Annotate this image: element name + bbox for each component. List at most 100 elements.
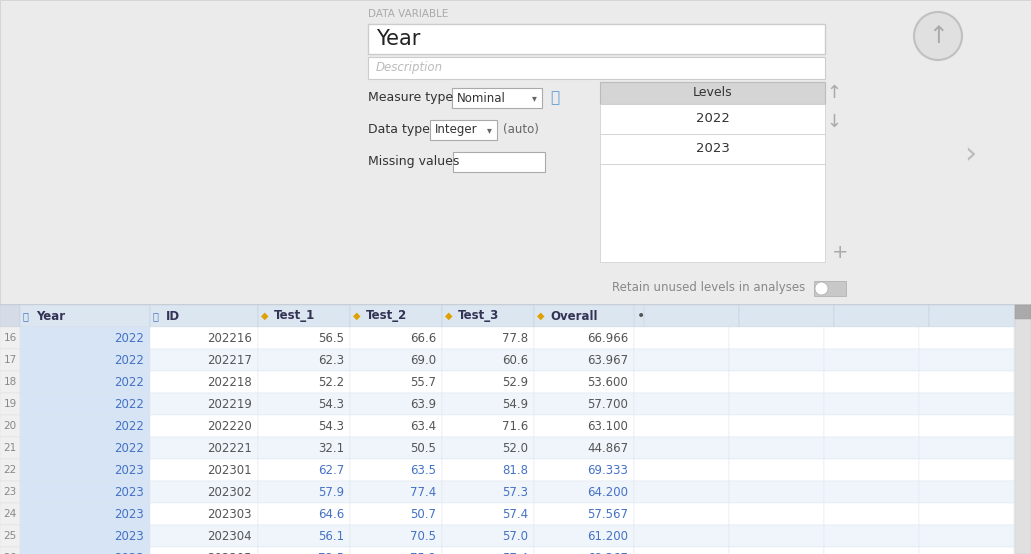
Text: 60.6: 60.6	[502, 353, 528, 367]
Text: 2022: 2022	[114, 398, 144, 411]
Text: 63.4: 63.4	[410, 419, 436, 433]
Text: 2022: 2022	[114, 353, 144, 367]
Bar	[0, 349, 20, 371]
Text: 57.700: 57.700	[587, 398, 628, 411]
Text: ▾: ▾	[532, 93, 536, 103]
Bar	[0, 304, 1031, 305]
Text: 20: 20	[3, 421, 16, 431]
Text: 16: 16	[3, 333, 16, 343]
Bar	[534, 525, 634, 547]
Bar	[824, 459, 919, 481]
Text: 202305: 202305	[207, 551, 252, 554]
Bar	[1015, 305, 1031, 554]
Text: ↑: ↑	[827, 84, 841, 102]
Text: ↓: ↓	[827, 113, 841, 131]
Text: 👥: 👥	[550, 90, 559, 105]
Text: 62.7: 62.7	[318, 464, 344, 476]
Text: •: •	[637, 309, 645, 323]
Text: 50.5: 50.5	[410, 442, 436, 454]
Text: 2023: 2023	[114, 530, 144, 542]
Text: DATA VARIABLE: DATA VARIABLE	[368, 9, 448, 19]
Text: 57.3: 57.3	[502, 485, 528, 499]
Bar	[350, 327, 442, 349]
Text: 57.567: 57.567	[587, 507, 628, 521]
Bar	[20, 327, 149, 349]
Bar	[824, 525, 919, 547]
Bar	[149, 481, 258, 503]
Text: 2022: 2022	[114, 376, 144, 388]
Bar	[600, 134, 825, 164]
Bar	[534, 327, 634, 349]
Bar	[824, 327, 919, 349]
Text: Integer: Integer	[435, 124, 477, 136]
Bar	[0, 415, 20, 437]
Bar	[919, 393, 1015, 415]
Text: 2023: 2023	[696, 142, 730, 156]
Text: ID: ID	[166, 310, 180, 322]
Bar	[824, 437, 919, 459]
Text: ▾: ▾	[487, 125, 492, 135]
Bar	[729, 415, 824, 437]
Bar	[149, 371, 258, 393]
Bar	[0, 327, 20, 349]
Bar	[430, 120, 497, 140]
Bar	[149, 525, 258, 547]
Bar	[634, 503, 729, 525]
Bar	[258, 547, 350, 554]
Text: 2022: 2022	[114, 442, 144, 454]
Bar	[739, 305, 834, 327]
Bar	[20, 415, 149, 437]
Bar	[919, 481, 1015, 503]
Bar	[149, 503, 258, 525]
Bar	[258, 459, 350, 481]
Bar	[0, 459, 20, 481]
Text: ◆: ◆	[537, 311, 544, 321]
Bar	[149, 547, 258, 554]
Text: 202219: 202219	[207, 398, 252, 411]
Bar	[350, 371, 442, 393]
Text: 64.200: 64.200	[587, 485, 628, 499]
Text: 50.7: 50.7	[410, 507, 436, 521]
Text: 66.6: 66.6	[409, 331, 436, 345]
Bar	[0, 547, 20, 554]
Bar	[0, 371, 20, 393]
Bar	[534, 547, 634, 554]
Bar	[919, 327, 1015, 349]
Bar	[729, 547, 824, 554]
Bar	[350, 525, 442, 547]
Bar	[919, 371, 1015, 393]
Bar	[149, 327, 258, 349]
Text: 2023: 2023	[114, 551, 144, 554]
Text: Missing values: Missing values	[368, 156, 460, 168]
Text: 70.5: 70.5	[410, 530, 436, 542]
Bar	[600, 164, 825, 262]
Bar	[20, 503, 149, 525]
Text: 18: 18	[3, 377, 16, 387]
Text: 52.2: 52.2	[318, 376, 344, 388]
Text: 62.3: 62.3	[318, 353, 344, 367]
Bar	[0, 393, 20, 415]
Bar	[442, 481, 534, 503]
Bar	[919, 503, 1015, 525]
Text: 63.5: 63.5	[410, 464, 436, 476]
Text: 72.5: 72.5	[318, 551, 344, 554]
Bar	[452, 88, 542, 108]
Bar	[0, 305, 1031, 327]
Text: 44.867: 44.867	[587, 442, 628, 454]
Circle shape	[814, 282, 828, 295]
Bar	[729, 525, 824, 547]
Bar	[350, 437, 442, 459]
Bar	[442, 525, 534, 547]
Bar	[0, 503, 20, 525]
Bar	[534, 371, 634, 393]
Bar	[258, 371, 350, 393]
Bar	[350, 305, 442, 327]
Text: 81.8: 81.8	[502, 464, 528, 476]
Text: 63.967: 63.967	[587, 353, 628, 367]
Text: ›: ›	[964, 141, 976, 170]
Bar	[442, 547, 534, 554]
Bar	[20, 305, 149, 327]
Text: 👥: 👥	[23, 311, 29, 321]
Text: 2022: 2022	[114, 419, 144, 433]
Text: 17: 17	[3, 355, 16, 365]
